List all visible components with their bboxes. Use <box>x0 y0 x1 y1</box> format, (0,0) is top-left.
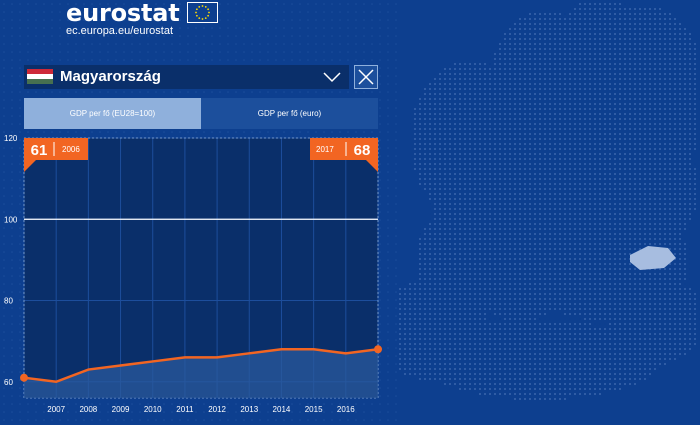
hungary-flag-icon <box>27 69 53 84</box>
eu-star <box>207 8 210 11</box>
chevron-down-icon[interactable] <box>323 71 341 83</box>
series-area <box>24 349 378 398</box>
indicator-tabs: GDP per fő (EU28=100) GDP per fő (euro) <box>24 98 378 129</box>
eu-star <box>198 5 201 8</box>
eu-star <box>201 18 204 20</box>
tab-gdp-euro[interactable]: GDP per fő (euro) <box>257 109 322 118</box>
eurostat-logo[interactable]: eurostat ec.europa.eu/eurostat <box>66 0 180 37</box>
country-selector[interactable]: Magyarország <box>24 65 349 89</box>
end-badge <box>310 138 378 172</box>
start-year: 2006 <box>62 145 80 154</box>
x-tick-label: 2013 <box>240 405 258 414</box>
end-point <box>374 345 382 354</box>
tab-gdp-index[interactable]: GDP per fő (EU28=100) <box>24 98 201 129</box>
x-tick-label: 2011 <box>176 405 194 414</box>
eu-star <box>201 5 204 7</box>
logo-wordmark: eurostat <box>66 0 180 27</box>
eu-star <box>195 14 198 17</box>
close-icon <box>358 69 374 85</box>
y-tick-label: 60 <box>4 378 13 387</box>
x-tick-label: 2009 <box>112 405 130 414</box>
eu-star <box>204 5 207 8</box>
end-value: 68 <box>354 142 371 159</box>
eu-star <box>204 17 207 20</box>
x-tick-label: 2008 <box>79 405 97 414</box>
country-name: Magyarország <box>60 68 161 85</box>
eu-star <box>207 14 210 17</box>
logo-url: ec.europa.eu/eurostat <box>66 25 174 37</box>
y-tick-label: 120 <box>4 134 18 143</box>
hungary-highlight <box>630 246 676 270</box>
start-point <box>20 373 28 382</box>
eu-star <box>208 11 210 14</box>
close-button[interactable] <box>354 65 378 89</box>
y-tick-label: 100 <box>4 215 18 224</box>
x-tick-label: 2007 <box>47 405 65 414</box>
end-year: 2017 <box>316 145 334 154</box>
series-line <box>23 348 379 384</box>
gdp-line-chart: 60 80 100 120 2007 2008 2009 2010 2011 2012 2013 20… <box>4 134 382 414</box>
x-tick-label: 2012 <box>208 405 226 414</box>
x-tick-label: 2014 <box>273 405 291 414</box>
start-badge <box>24 138 88 172</box>
eu-flag-icon <box>187 2 218 23</box>
eu-star <box>195 8 198 11</box>
x-tick-label: 2015 <box>305 405 323 414</box>
y-tick-label: 80 <box>4 297 13 306</box>
start-value: 61 <box>31 142 48 159</box>
eu-star <box>198 17 201 20</box>
x-tick-label: 2010 <box>144 405 162 414</box>
plot-frame <box>23 137 379 399</box>
x-tick-label: 2016 <box>337 405 355 414</box>
eu-star <box>195 11 197 14</box>
